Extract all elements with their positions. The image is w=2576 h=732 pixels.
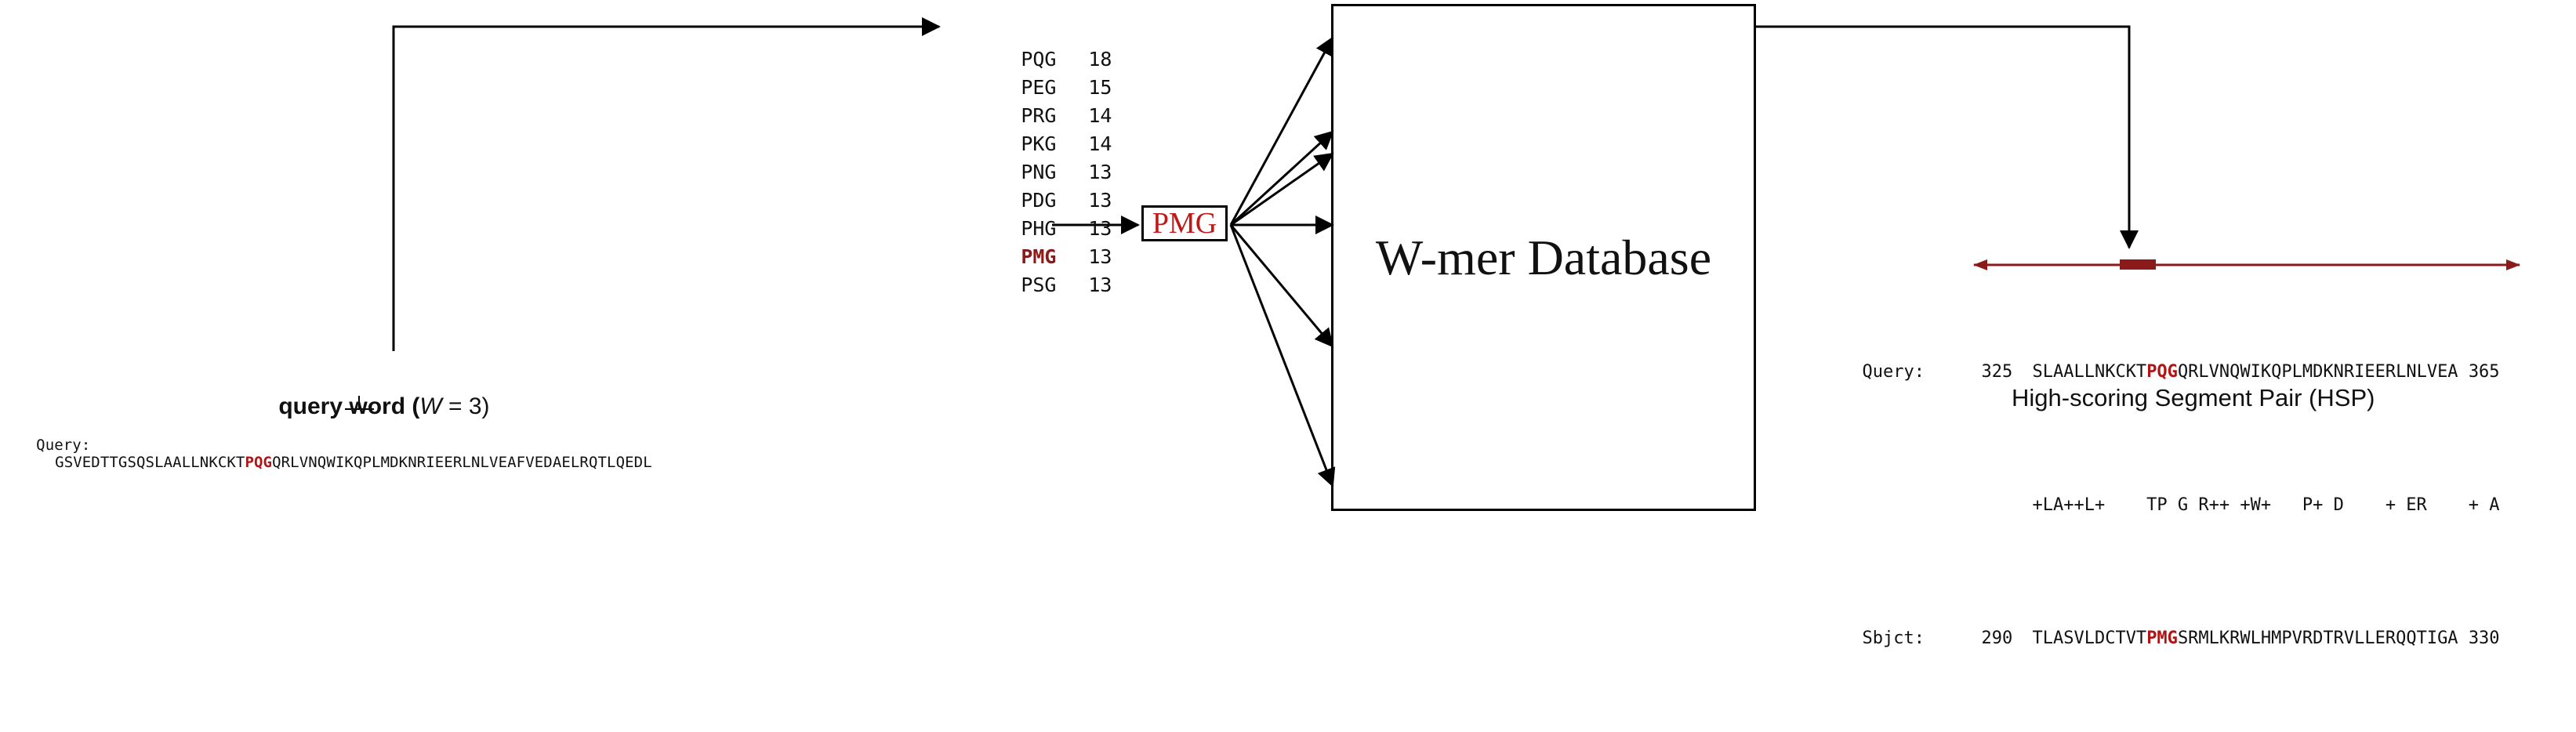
hsp-query-end: 365	[2468, 362, 2500, 382]
query-seq-before: GSVEDTTGSQSLAALLNKCKT	[55, 454, 245, 471]
hsp-seed-mark	[2120, 259, 2156, 270]
query-line-label: Query:	[36, 437, 91, 454]
query-to-words-arrow	[392, 17, 941, 351]
list-item: PDG 13	[950, 158, 1112, 212]
hsp-alignment: Query: 325 SLAALLNKCKTPQGQRLVNQWIKQPLMDKNR…	[1800, 279, 2500, 732]
fan-arrows	[1229, 36, 1336, 487]
hsp-query-highlight: PQG	[2146, 362, 2178, 382]
selected-word-box: PMG	[1141, 205, 1228, 241]
hsp-sbjct-start: 290	[1981, 629, 2013, 648]
hsp-match-line: +LA++L+ TP G R++ +W+ P+ D + ER + A	[2032, 495, 2500, 515]
query-seq-highlight: PQG	[245, 454, 273, 471]
word: PHG	[1021, 217, 1057, 240]
query-word-label-prefix: query word (	[278, 393, 420, 419]
list-item-highlighted: PMG 13	[950, 215, 1112, 268]
blast-diagram: query word (W = 3) Query: GSVEDTTGSQSLAA…	[0, 4, 2520, 648]
list-item: PSG 13	[950, 243, 1112, 296]
list-item: PKG 14	[950, 102, 1112, 155]
hsp-sbjct-label: Sbjct:	[1862, 629, 1925, 648]
query-word-bracket	[345, 396, 374, 410]
hsp-sbjct-after: SRMLKRWLHMPVRDTRVLLERQQTIGA	[2177, 629, 2458, 648]
query-seq-after: QRLVNQWIKQPLMDKNRIEERLNLVEAFVEDAELRQTLQE…	[272, 454, 652, 471]
wmer-database-box: W-mer Database	[1331, 4, 1756, 511]
connector-layer	[345, 17, 2520, 487]
word: PQG	[1021, 48, 1057, 71]
list-item: PQG 18	[950, 17, 1112, 71]
word: PDG	[1021, 189, 1057, 212]
query-word-label: query word (W = 3)	[252, 367, 490, 447]
score: 13	[1088, 189, 1112, 212]
hsp-sbjct-row: Sbjct: 290 TLASVLDCTVTPMGSRMLKRWLHMPVRDTRV…	[1800, 599, 2500, 679]
hsp-sbjct-end: 330	[2468, 629, 2500, 648]
database-to-hsp-arrow	[1756, 25, 2139, 249]
hsp-sbjct-highlight: PMG	[2146, 629, 2178, 648]
word: PKG	[1021, 132, 1057, 155]
score: 13	[1088, 217, 1112, 240]
score: 14	[1088, 132, 1112, 155]
list-item: PEG 15	[950, 45, 1112, 99]
hsp-sbjct-before: TLASVLDCTVT	[2032, 629, 2147, 648]
word: PRG	[1021, 104, 1057, 127]
word: PNG	[1021, 161, 1057, 183]
hsp-query-after: QRLVNQWIKQPLMDKNRIEERLNLVEA	[2177, 362, 2458, 382]
score: 13	[1088, 161, 1112, 183]
word: PSG	[1021, 274, 1057, 296]
list-item: PRG 14	[950, 74, 1112, 127]
list-item: PNG 13	[950, 130, 1112, 183]
hsp-query-before: SLAALLNKCKT	[2032, 362, 2147, 382]
query-word-label-suffix: = 3)	[441, 393, 490, 419]
score: 13	[1088, 245, 1112, 268]
query-sequence-line: Query: GSVEDTTGSQSLAALLNKCKTPQGQRLVNQWIK…	[0, 419, 652, 488]
hsp-query-label: Query:	[1862, 362, 1925, 382]
hsp-caption: High-scoring Segment Pair (HSP)	[2012, 384, 2375, 411]
neighborhood-word-list: PQG 18 PEG 15 PRG 14 PKG 14 PNG 13 PDG 13 PHG 1…	[950, 17, 1112, 296]
hsp-query-row: Query: 325 SLAALLNKCKTPQGQRLVNQWIKQPLMDKNR…	[1800, 332, 2500, 412]
query-word-label-var: W	[419, 393, 442, 419]
score: 14	[1088, 104, 1112, 127]
word: PMG	[1021, 245, 1057, 268]
score: 18	[1088, 48, 1112, 71]
score: 15	[1088, 76, 1112, 99]
database-label: W-mer Database	[1375, 229, 1712, 285]
list-item: PHG 13	[950, 187, 1112, 240]
hsp-query-start: 325	[1981, 362, 2013, 382]
selected-word: PMG	[1152, 207, 1217, 240]
word: PEG	[1021, 76, 1057, 99]
hsp-match-row: +LA++L+ TP G R++ +W+ P+ D + ER + A	[1800, 466, 2500, 545]
score: 13	[1088, 274, 1112, 296]
